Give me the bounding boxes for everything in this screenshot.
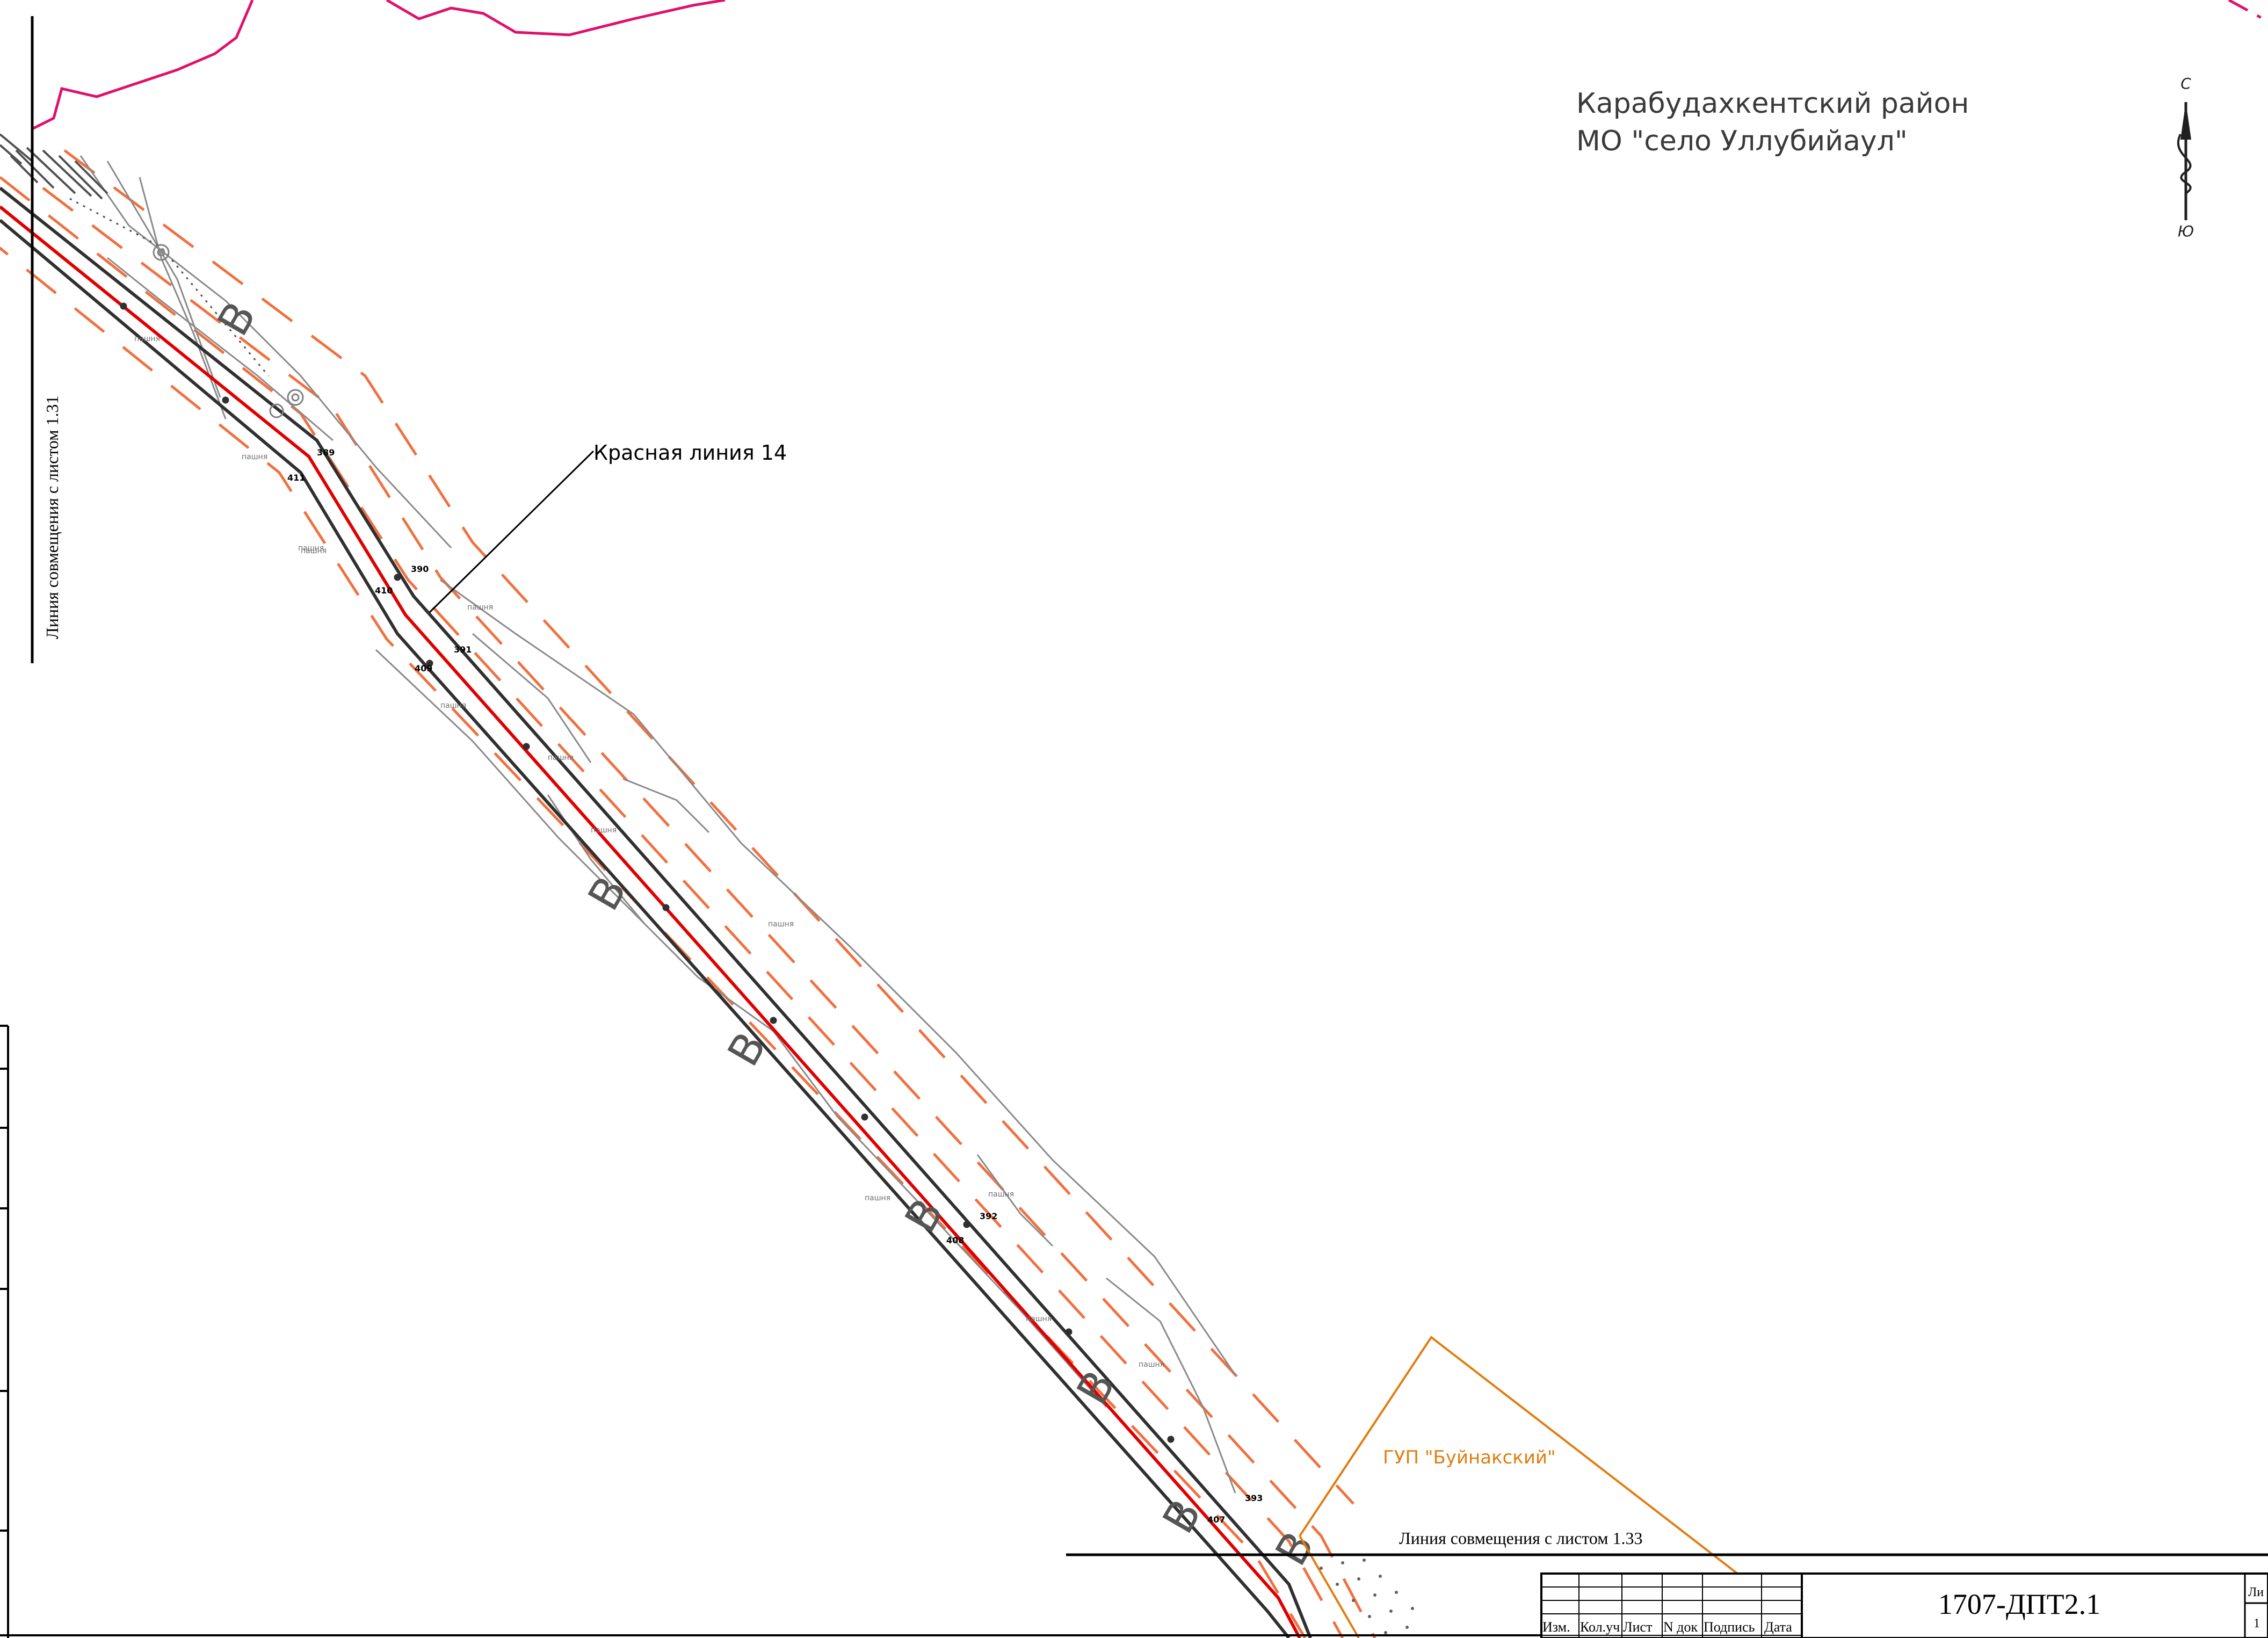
- sheet-value: 1: [2253, 1617, 2260, 1630]
- point-label: 407: [1207, 1514, 1225, 1525]
- boundary-line-top: [31, 0, 2268, 131]
- point-label: 392: [980, 1211, 997, 1221]
- land-label: пашня: [591, 826, 617, 835]
- point-label: 389: [317, 447, 335, 458]
- red-line-label: Красная линия 14: [593, 441, 787, 465]
- gup-label: ГУП "Буйнакский": [1383, 1447, 1556, 1468]
- land-label: пашня: [548, 753, 574, 762]
- point-label: 408: [946, 1235, 964, 1245]
- point-label: 391: [454, 644, 472, 655]
- land-label: пашня: [1026, 1315, 1052, 1323]
- land-label: пашня: [134, 335, 160, 343]
- title-col-data: Дата: [1764, 1619, 1792, 1635]
- survey-marker-icons: [153, 244, 304, 418]
- title-col-kol: Кол.уч: [1580, 1619, 1620, 1635]
- point-label: 411: [287, 473, 305, 483]
- sheet-label: Ли: [2248, 1585, 2264, 1599]
- land-label: пашня: [988, 1190, 1014, 1199]
- road-edges: [0, 186, 1312, 1638]
- district-title-line2: МО "село Уллубийаул": [1576, 125, 1908, 157]
- gup-boundary-edge: [1299, 1535, 1360, 1638]
- left-frame: [0, 1025, 9, 1638]
- land-label: пашня: [768, 920, 794, 929]
- title-col-izm: Изм.: [1542, 1619, 1570, 1635]
- land-use-labels: пашня пашня пашня пашня пашня пашня пашн…: [134, 335, 1164, 1369]
- document-code: 1707-ДПТ2.1: [1938, 1588, 2100, 1620]
- red-line-14: [0, 205, 1301, 1638]
- point-markers: [120, 302, 1175, 1443]
- dotted-area: [1320, 1559, 1414, 1634]
- land-label: пашня: [440, 701, 466, 710]
- north-label: С: [2180, 75, 2191, 92]
- land-label: пашня: [865, 1194, 890, 1202]
- field-boundary-lines: [79, 155, 1236, 1494]
- land-label: пашня: [301, 547, 327, 555]
- title-col-list: Лист: [1623, 1619, 1652, 1635]
- point-label: 390: [411, 564, 429, 574]
- land-label: пашня: [1139, 1360, 1164, 1369]
- north-arrow-icon: С Ю: [2177, 75, 2194, 240]
- land-label: пашня: [467, 603, 493, 612]
- land-label: пашня: [242, 453, 267, 461]
- buffer-zone-lines: [0, 149, 1376, 1638]
- district-title-line1: Карабудахкентский район: [1576, 88, 1969, 120]
- match-line-bottom-label: Линия совмещения с листом 1.33: [1399, 1528, 1643, 1548]
- title-col-podpis: Подпись: [1704, 1619, 1755, 1635]
- hatched-area: [0, 133, 108, 200]
- point-label: 410: [375, 585, 393, 596]
- south-label: Ю: [2178, 222, 2194, 240]
- point-label: 393: [1245, 1493, 1263, 1503]
- gup-boundary: [1299, 1336, 1738, 1575]
- district-title: Карабудахкентский район МО "село Уллубий…: [1576, 88, 1969, 157]
- land-label: пашня: [298, 544, 324, 553]
- red-line-leader: [429, 450, 595, 613]
- point-label: 409: [415, 663, 432, 673]
- title-block: Изм. Кол.уч Лист N док Подпись Дата 1707…: [1540, 1572, 2268, 1638]
- match-line-left-label: Линия совмещения с листом 1.31: [42, 395, 62, 639]
- point-number-labels: 411 389 410 390 409 391 392 408 407 393: [287, 447, 1263, 1525]
- title-col-ndok: N док: [1663, 1619, 1698, 1635]
